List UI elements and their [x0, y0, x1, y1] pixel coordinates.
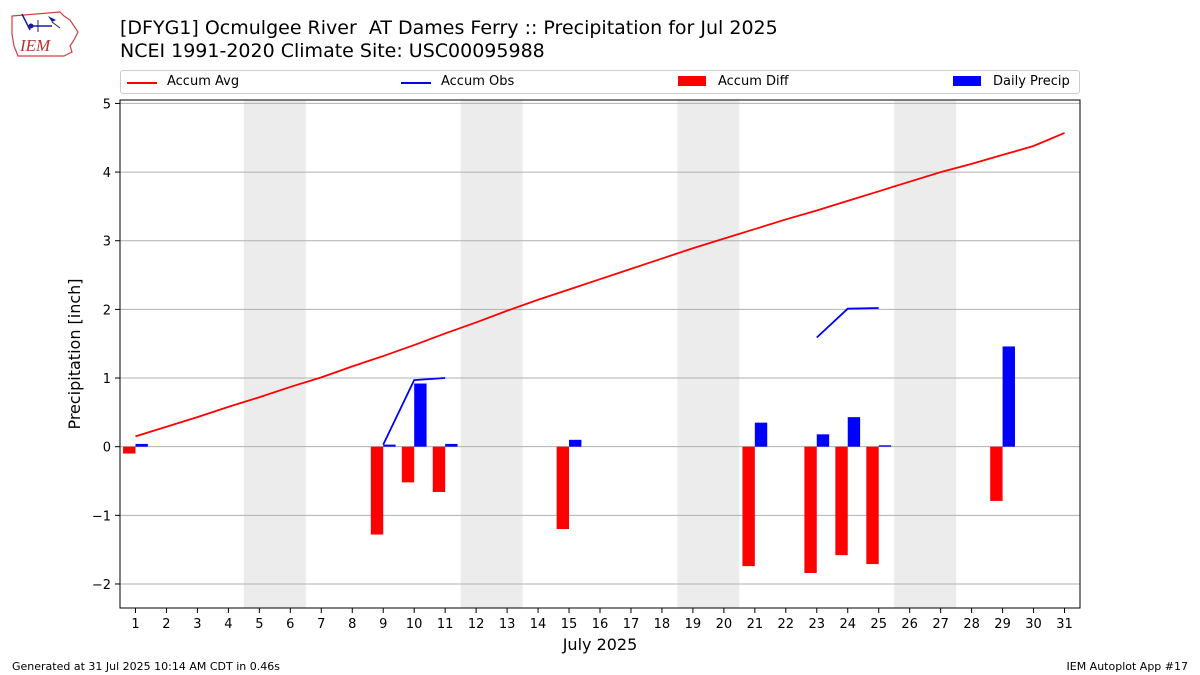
x-tick-label-27: 27	[932, 617, 949, 632]
legend-swatch-accum-avg	[127, 82, 157, 84]
y-tick-label-7: 5	[103, 97, 111, 112]
daily-precip-bar-day-11	[445, 443, 458, 447]
y-tick-label-5: 3	[103, 235, 111, 250]
legend-label-accum-diff: Accum Diff	[718, 74, 789, 89]
legend-label-accum-obs: Accum Obs	[441, 74, 515, 89]
daily-precip-bar-day-9	[383, 444, 396, 447]
x-tick-label-28: 28	[963, 617, 980, 632]
x-tick-label-3: 3	[193, 617, 201, 632]
legend-swatch-accum-obs	[401, 82, 431, 84]
x-tick-label-5: 5	[255, 617, 263, 632]
accum-diff-bar-day-15	[556, 446, 570, 530]
y-tick-label-4: 2	[103, 303, 111, 318]
x-tick-label-19: 19	[685, 617, 702, 632]
weekend-shade-3	[677, 100, 740, 608]
x-tick-label-11: 11	[437, 617, 454, 632]
daily-precip-bar-day-15	[569, 439, 582, 447]
x-tick-label-24: 24	[839, 617, 856, 632]
x-tick-label-1: 1	[131, 617, 139, 632]
daily-precip-bar-day-25	[878, 445, 892, 447]
x-tick-label-20: 20	[716, 617, 733, 632]
legend-swatch-daily-precip	[953, 76, 981, 86]
legend-swatch-accum-diff	[678, 76, 706, 86]
daily-precip-bar-day-21	[754, 422, 768, 447]
accum-diff-bar-day-11	[432, 446, 446, 492]
x-tick-label-14: 14	[530, 617, 547, 632]
daily-precip-bar-day-10	[414, 383, 427, 447]
iem-logo: IEM	[8, 6, 82, 60]
y-tick-label-2: 0	[103, 441, 111, 456]
accum-diff-bar-day-24	[835, 446, 848, 556]
accum-diff-bar-day-9	[370, 446, 384, 535]
accum-diff-bar-day-23	[804, 446, 817, 573]
daily-precip-bar-day-24	[847, 417, 861, 447]
x-tick-label-26: 26	[901, 617, 918, 632]
x-tick-label-18: 18	[654, 617, 671, 632]
x-tick-label-6: 6	[286, 617, 294, 632]
weekend-shade-1	[243, 100, 306, 608]
accum-diff-bar-day-25	[866, 446, 879, 565]
logo-wordmark: IEM	[19, 36, 51, 55]
x-tick-label-25: 25	[870, 617, 887, 632]
accum-diff-bar-day-21	[742, 446, 755, 567]
x-tick-label-22: 22	[778, 617, 795, 632]
y-tick-label-3: 1	[103, 372, 111, 387]
y-axis-label: Precipitation [inch]	[65, 278, 84, 429]
weekend-shade-4	[894, 100, 957, 608]
accum-avg-line	[135, 132, 1065, 438]
x-tick-label-30: 30	[1025, 617, 1042, 632]
x-tick-label-12: 12	[468, 617, 485, 632]
accum-obs-line-segment-2	[816, 307, 879, 339]
x-tick-label-16: 16	[592, 617, 609, 632]
x-tick-label-8: 8	[348, 617, 356, 632]
legend-label-accum-avg: Accum Avg	[167, 74, 240, 89]
y-tick-label-0: −2	[92, 578, 111, 593]
x-tick-label-13: 13	[499, 617, 516, 632]
accum-obs-line-segment-1	[382, 377, 446, 446]
x-tick-label-10: 10	[406, 617, 423, 632]
x-tick-label-2: 2	[162, 617, 170, 632]
daily-precip-bar-day-1	[135, 443, 148, 447]
y-tick-label-6: 4	[103, 166, 111, 181]
x-tick-label-15: 15	[561, 617, 578, 632]
weekend-shade-2	[460, 100, 523, 608]
chart-subtitle: NCEI 1991-2020 Climate Site: USC00095988	[120, 40, 545, 62]
accum-diff-bar-day-10	[401, 446, 415, 483]
legend-label-daily-precip: Daily Precip	[993, 74, 1070, 89]
accum-diff-bar-day-1	[123, 446, 136, 454]
chart-legend: Accum Avg Accum Obs Accum Diff Daily Pre…	[120, 70, 1080, 94]
daily-precip-bar-day-29	[1002, 346, 1015, 447]
daily-precip-bar-day-23	[816, 434, 830, 447]
x-axis-label: July 2025	[562, 635, 638, 654]
chart-title: [DFYG1] Ocmulgee River AT Dames Ferry ::…	[120, 17, 778, 39]
x-tick-label-7: 7	[317, 617, 325, 632]
x-tick-label-21: 21	[747, 617, 764, 632]
x-tick-label-4: 4	[224, 617, 232, 632]
x-tick-label-31: 31	[1056, 617, 1073, 632]
x-tick-label-23: 23	[809, 617, 826, 632]
y-tick-label-1: −1	[92, 509, 111, 524]
generated-timestamp: Generated at 31 Jul 2025 10:14 AM CDT in…	[12, 660, 280, 673]
accum-diff-bar-day-29	[990, 446, 1003, 501]
x-tick-label-29: 29	[994, 617, 1011, 632]
x-tick-label-9: 9	[379, 617, 387, 632]
app-credit: IEM Autoplot App #17	[1066, 660, 1189, 673]
x-tick-label-17: 17	[623, 617, 640, 632]
